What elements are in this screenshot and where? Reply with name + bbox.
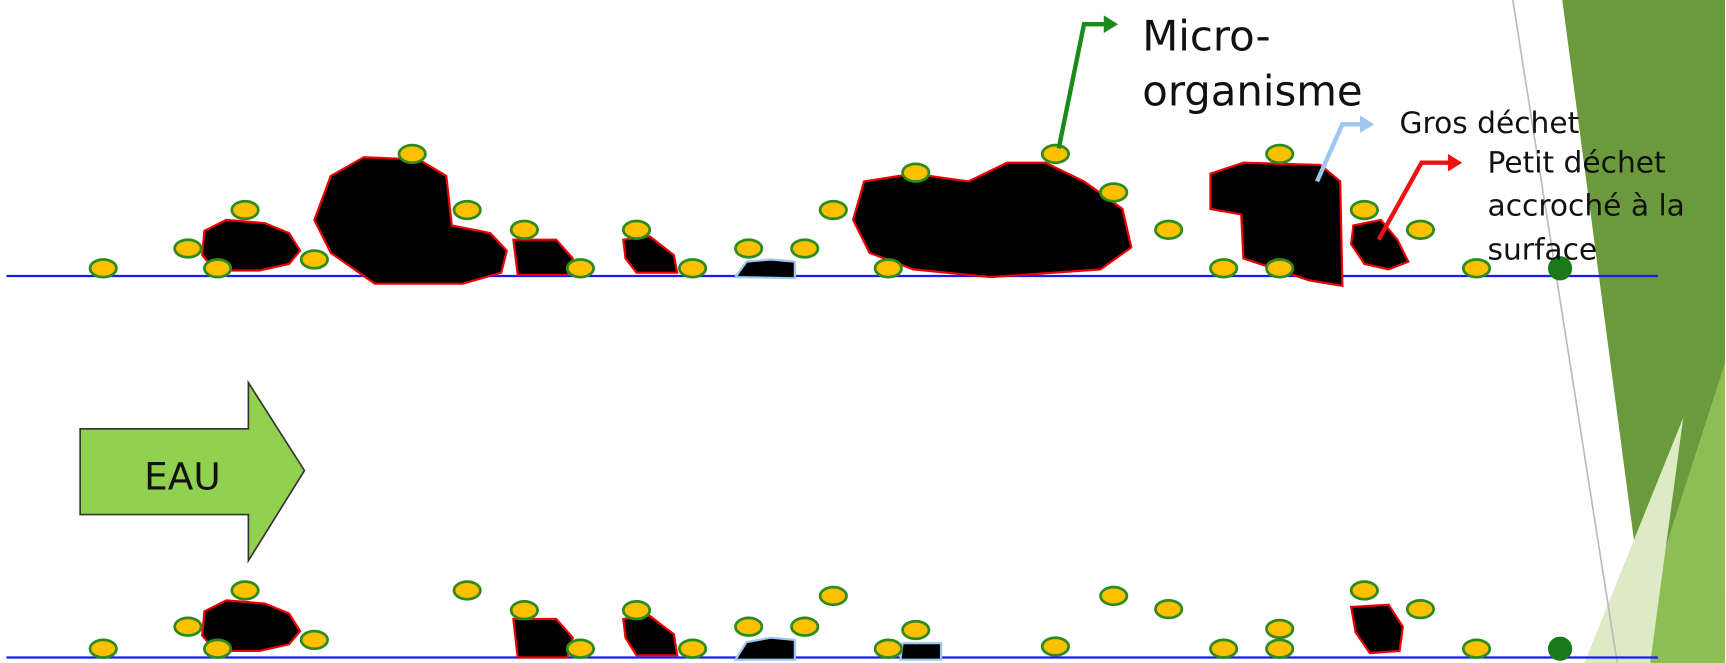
- micro-organism: [735, 618, 761, 636]
- micro-organism: [1463, 259, 1489, 277]
- micro-organism: [90, 640, 116, 658]
- annotation: organisme: [1142, 67, 1362, 116]
- micro-organism: [175, 240, 201, 258]
- micro-organism: [792, 240, 818, 258]
- micro-organism: [232, 201, 258, 219]
- slide: EAU Micro- organisme Gros déchet Petit d…: [0, 0, 1726, 663]
- pointer: [1360, 115, 1374, 133]
- micro-organism: [875, 259, 901, 277]
- micro-organism: [567, 259, 593, 277]
- micro-organism: [820, 587, 846, 605]
- micro-organism: [875, 640, 901, 658]
- annotation: accroché à la: [1488, 188, 1685, 223]
- micro-organism: [399, 145, 425, 163]
- micro-organism: [1267, 145, 1293, 163]
- micro-organism: [1407, 221, 1433, 239]
- micro-organism: [204, 259, 230, 277]
- micro-organism: [1267, 620, 1293, 638]
- micro-organism: [1351, 201, 1377, 219]
- micro-organism: [1155, 221, 1181, 239]
- pointer: [1448, 154, 1462, 172]
- annotation: surface: [1488, 231, 1598, 266]
- micro-organism: [175, 618, 201, 636]
- micro-organism: [679, 259, 705, 277]
- micro-organism: [301, 251, 327, 269]
- micro-organism: [454, 582, 480, 600]
- micro-organism: [301, 631, 327, 649]
- micro-organism: [1210, 259, 1236, 277]
- micro-organism: [792, 618, 818, 636]
- micro-organism: [204, 640, 230, 658]
- micro-organism: [1463, 640, 1489, 658]
- micro-organism: [454, 201, 480, 219]
- micro-organism: [1100, 587, 1126, 605]
- micro-organism: [511, 221, 537, 239]
- micro-organism: [511, 601, 537, 619]
- micro-organism: [1210, 640, 1236, 658]
- micro-organism: [1267, 640, 1293, 658]
- micro-organism: [623, 221, 649, 239]
- micro-organism: [1267, 259, 1293, 277]
- pointer: [1059, 24, 1106, 148]
- micro-organism: [1100, 184, 1126, 202]
- flow-label: EAU: [144, 454, 221, 498]
- annotation: Micro-: [1142, 12, 1270, 61]
- micro-organism: [1042, 638, 1068, 656]
- micro-organism: [735, 240, 761, 258]
- micro-organism: [679, 640, 705, 658]
- micro-organism: [232, 582, 258, 600]
- micro-organism: [567, 640, 593, 658]
- annotation: Petit déchet: [1488, 145, 1666, 180]
- micro-organism: [1351, 582, 1377, 600]
- micro-organism: [903, 164, 929, 182]
- micro-organism: [903, 621, 929, 639]
- micro-organism: [1548, 637, 1572, 661]
- annotation: Gros déchet: [1400, 105, 1580, 140]
- micro-organism: [1155, 600, 1181, 618]
- micro-organism: [623, 601, 649, 619]
- micro-organism: [820, 201, 846, 219]
- pointer: [1104, 15, 1118, 33]
- micro-organism: [1407, 600, 1433, 618]
- micro-organism: [1042, 145, 1068, 163]
- micro-organism: [90, 259, 116, 277]
